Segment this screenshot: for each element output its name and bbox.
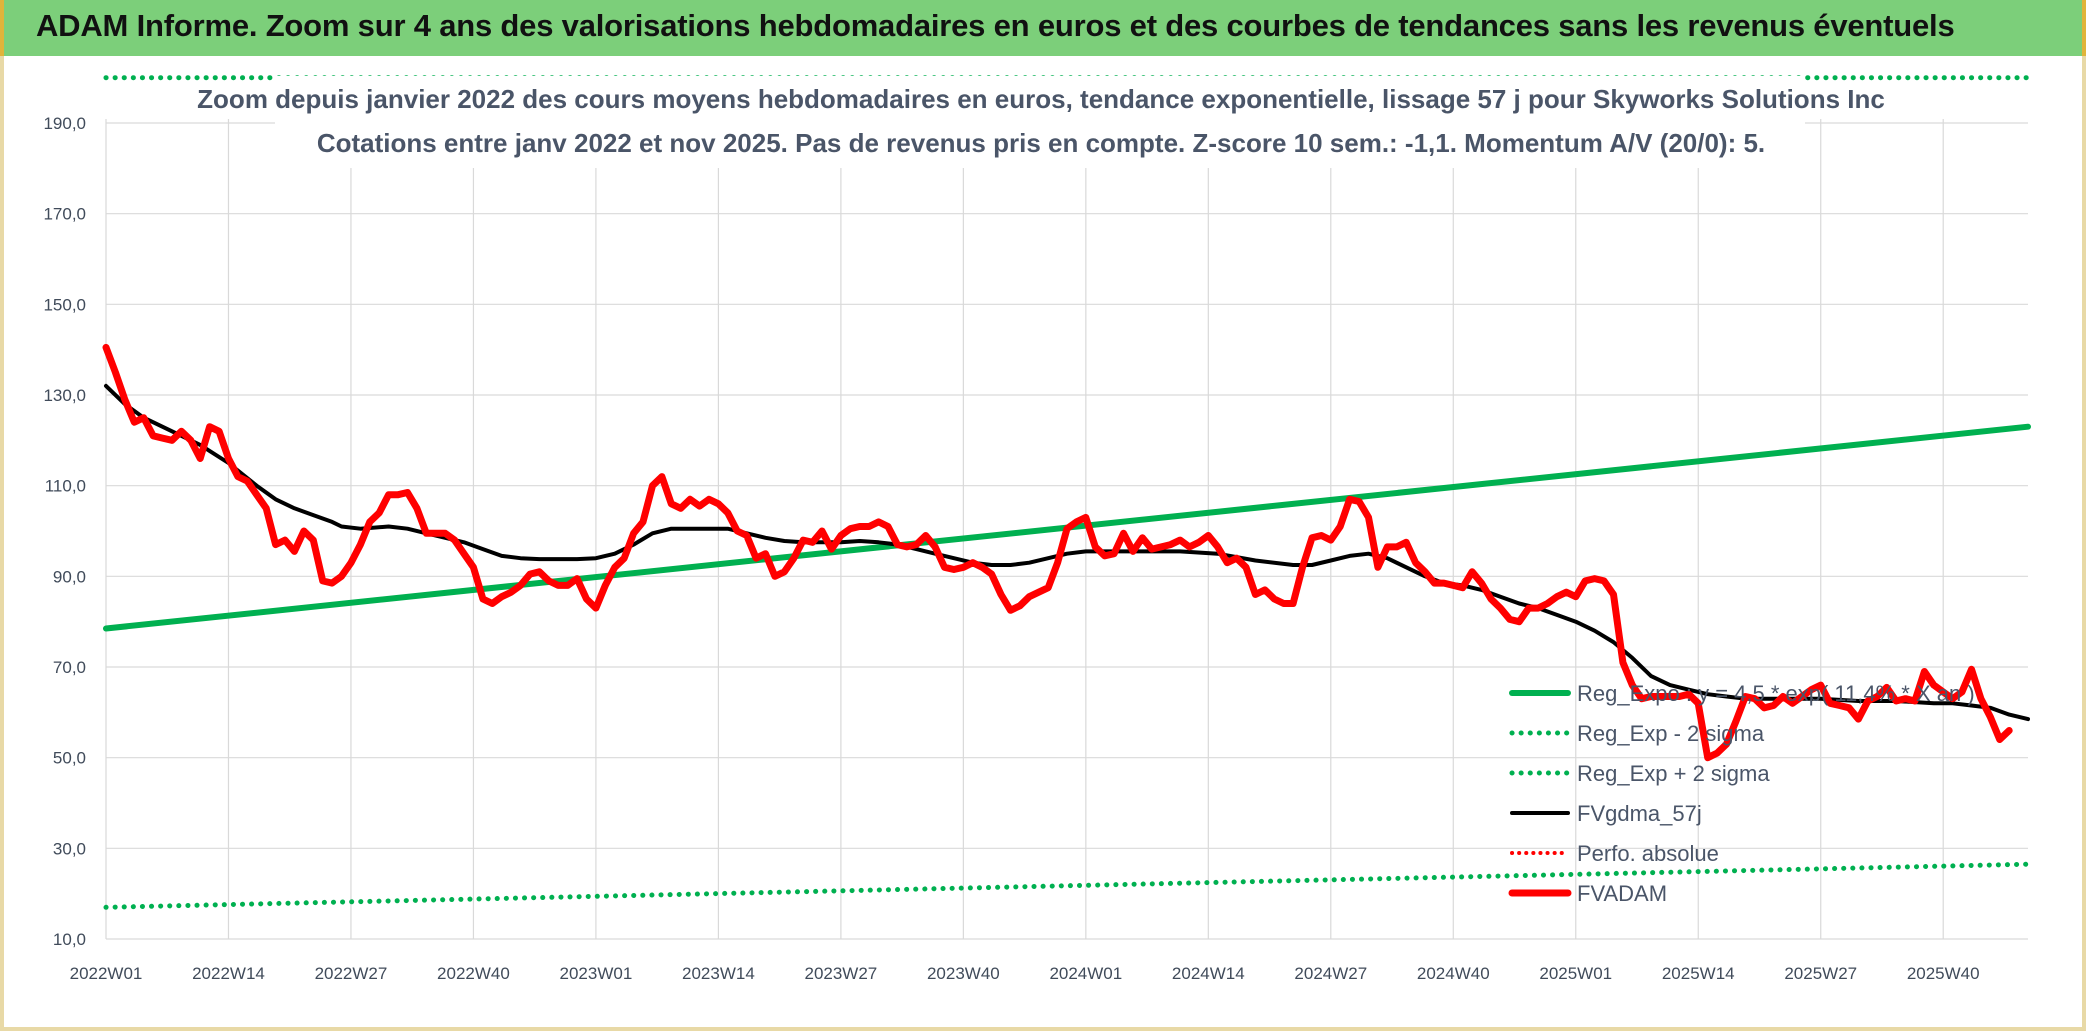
y-tick-label: 170,0	[43, 205, 86, 224]
legend-label: Reg_Expo : y = 4,5 * exp( 11,4% * X an )	[1577, 681, 1975, 706]
y-tick-label: 190,0	[43, 114, 86, 133]
title-backdrop	[275, 76, 1805, 168]
fvgdma-57j-line	[104, 383, 2030, 722]
y-tick-label: 10,0	[53, 930, 86, 949]
chart-title: Zoom depuis janvier 2022 des cours moyen…	[197, 84, 1885, 114]
x-tick-label: 2024W40	[1417, 964, 1490, 983]
x-tick-label: 2023W01	[560, 964, 633, 983]
legend-label: FVgdma_57j	[1577, 801, 1702, 826]
reg-exp-minus-2sigma-line	[103, 861, 2031, 910]
chart-frame	[0, 56, 2086, 1031]
x-tick-label: 2025W40	[1907, 964, 1980, 983]
x-tick-label: 2023W14	[682, 964, 755, 983]
y-tick-label: 90,0	[53, 567, 86, 586]
x-tick-label: 2022W01	[70, 964, 143, 983]
y-tick-label: 150,0	[43, 295, 86, 314]
y-tick-label: 110,0	[45, 477, 86, 496]
x-tick-label: 2025W14	[1662, 964, 1735, 983]
y-tick-label: 70,0	[53, 658, 86, 677]
report-title: ADAM Informe. Zoom sur 4 ans des valoris…	[36, 8, 1955, 43]
x-tick-label: 2022W14	[192, 964, 265, 983]
chart-subtitle: Cotations entre janv 2022 et nov 2025. P…	[317, 128, 1765, 158]
y-tick-label: 50,0	[53, 749, 86, 768]
x-axis-ticks: 2022W01 2022W14 2022W27 2022W40 2023W01 2023W…	[70, 964, 1980, 983]
x-tick-label: 2025W27	[1784, 964, 1857, 983]
y-tick-label: 30,0	[53, 839, 86, 858]
legend-label: Reg_Exp + 2 sigma	[1577, 761, 1770, 786]
report-banner: ADAM Informe. Zoom sur 4 ans des valoris…	[0, 0, 2086, 56]
legend-label: Reg_Exp - 2 sigma	[1577, 721, 1765, 746]
y-axis-ticks: 10,0 30,0 50,0 70,0 90,0 110,0 130,0 150,0 170,0…	[43, 114, 86, 949]
x-tick-label: 2023W27	[804, 964, 877, 983]
x-tick-label: 2025W01	[1539, 964, 1612, 983]
legend-label: Perfo. absolue	[1577, 841, 1719, 866]
x-tick-label: 2022W27	[315, 964, 388, 983]
y-tick-label: 130,0	[43, 386, 86, 405]
fvadam-line	[102, 343, 2013, 762]
x-tick-label: 2023W40	[927, 964, 1000, 983]
x-tick-label: 2022W40	[437, 964, 510, 983]
x-tick-label: 2024W14	[1172, 964, 1245, 983]
chart-legend: Reg_Expo : y = 4,5 * exp( 11,4% * X an )…	[1508, 681, 1975, 906]
legend-label: FVADAM	[1577, 881, 1667, 906]
x-tick-label: 2024W01	[1049, 964, 1122, 983]
x-tick-label: 2024W27	[1294, 964, 1367, 983]
